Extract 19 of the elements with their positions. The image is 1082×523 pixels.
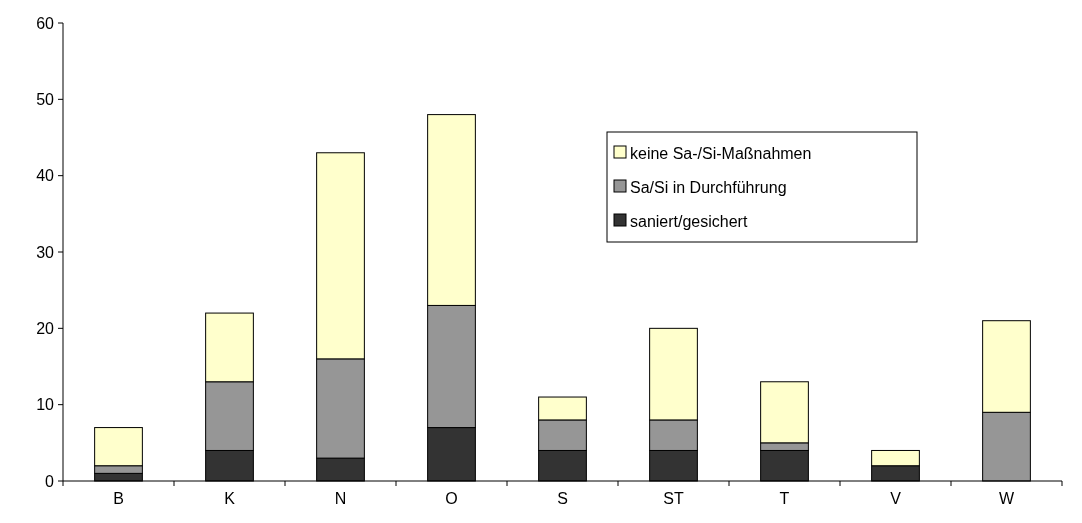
x-tick-label: S xyxy=(557,490,568,507)
y-tick-label: 50 xyxy=(36,90,55,108)
x-tick-label: B xyxy=(113,490,124,507)
x-tick-label: V xyxy=(890,490,902,507)
x-tick-label: W xyxy=(998,490,1015,507)
legend-label: saniert/gesichert xyxy=(630,212,748,230)
x-tick-label: K xyxy=(224,490,236,507)
y-tick-label: 60 xyxy=(36,14,55,32)
y-tick-label: 10 xyxy=(36,396,55,414)
y-tick-label: 40 xyxy=(36,167,55,185)
x-tick-label: O xyxy=(445,490,458,507)
y-tick-label: 0 xyxy=(45,472,55,490)
legend-label: Sa/Si in Durchführung xyxy=(630,178,787,196)
x-tick-label: N xyxy=(334,490,347,507)
y-tick-label: 20 xyxy=(36,319,55,337)
legend-label: keine Sa-/Si-Maßnahmen xyxy=(630,144,812,162)
x-tick-label: ST xyxy=(663,490,684,507)
y-tick-label: 30 xyxy=(36,243,55,261)
x-tick-label: T xyxy=(779,490,790,507)
